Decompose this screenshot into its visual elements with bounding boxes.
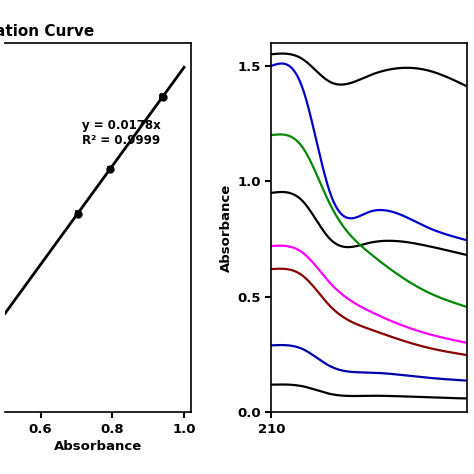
Text: y = 0.0178x
R² = 0.9999: y = 0.0178x R² = 0.9999 xyxy=(82,119,161,147)
Y-axis label: Absorbance: Absorbance xyxy=(220,183,233,272)
Text: ation Curve: ation Curve xyxy=(0,24,95,39)
X-axis label: Absorbance: Absorbance xyxy=(54,440,142,453)
